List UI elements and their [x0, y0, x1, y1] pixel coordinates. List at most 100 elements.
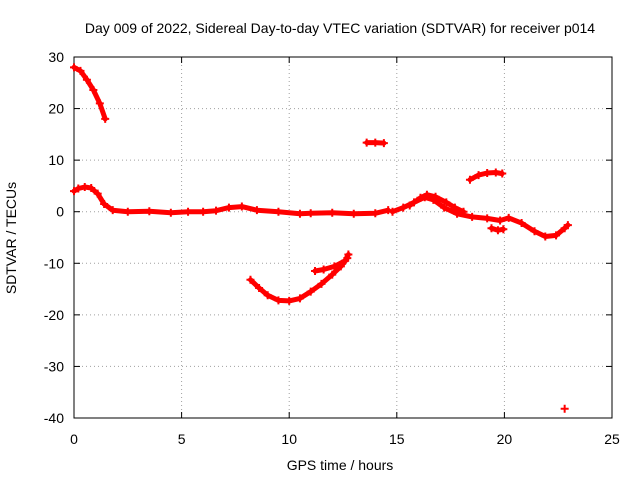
series-line [71, 64, 108, 122]
x-tick-label: 10 [281, 431, 297, 447]
data-point [70, 63, 78, 72]
data-point [108, 206, 117, 215]
data-point [263, 291, 272, 300]
x-tick-label: 15 [389, 431, 405, 447]
x-tick-label: 0 [70, 431, 78, 447]
x-axis-label: GPS time / hours [287, 457, 394, 473]
data-point [311, 267, 320, 276]
series-line [390, 194, 571, 239]
series-short-11 [311, 250, 353, 276]
y-tick-label: 30 [48, 49, 64, 65]
data-point [100, 199, 109, 208]
data-point [87, 183, 96, 192]
chart-title: Day 009 of 2022, Sidereal Day-to-day VTE… [85, 20, 595, 36]
data-point [101, 114, 110, 123]
data-point [95, 99, 104, 108]
data-point [379, 139, 388, 148]
data-point [93, 189, 102, 198]
data-point [416, 193, 425, 202]
data-point [306, 209, 315, 218]
series-arc-19 [465, 168, 507, 184]
data-point [440, 203, 449, 212]
data-point [274, 296, 283, 305]
data-point [405, 201, 414, 210]
x-tick-label: 20 [497, 431, 513, 447]
data-point [80, 182, 89, 191]
data-point [224, 203, 233, 212]
data-point [491, 168, 500, 177]
data-point [371, 209, 380, 218]
data-point [450, 203, 459, 212]
data-point [422, 190, 431, 199]
data-point [328, 208, 337, 217]
data-point [349, 209, 358, 218]
data-point [399, 203, 408, 212]
data-point [362, 138, 371, 147]
data-point [295, 209, 304, 218]
y-tick-label: -20 [44, 307, 64, 323]
data-point [442, 198, 451, 207]
data-point [82, 75, 91, 84]
data-point [465, 175, 474, 184]
data-point [493, 226, 502, 235]
y-axis-label: SDTVAR / TECUs [3, 182, 19, 294]
series-arc-low [246, 254, 352, 305]
data-point [563, 221, 572, 230]
data-point [341, 256, 350, 265]
data-point [295, 294, 304, 303]
data-point [252, 206, 261, 215]
series-early-descending [70, 63, 110, 123]
y-tick-label: 10 [48, 152, 64, 168]
series-isolated [560, 404, 569, 413]
data-point [431, 192, 440, 201]
data-point [541, 232, 550, 241]
data-point [89, 86, 98, 95]
data-point [328, 270, 337, 279]
data-point [498, 169, 507, 178]
tick-labels: 0 5 10 15 20 25 -40 -30 -20 -10 0 10 20 30 [44, 49, 620, 447]
data-point [74, 184, 83, 193]
series-baseline-a [70, 182, 393, 218]
y-tick-label: 20 [48, 101, 64, 117]
data-point [237, 202, 246, 211]
data-point [499, 225, 508, 234]
data-point [459, 207, 468, 216]
data-point [530, 227, 539, 236]
data-point [166, 208, 175, 217]
data-point [212, 206, 221, 215]
data-point [319, 265, 328, 274]
data-point [388, 207, 397, 216]
data-point [317, 279, 326, 288]
data-point [560, 404, 569, 413]
data-point [285, 296, 294, 305]
series-segment-14 [362, 138, 388, 148]
data-point [246, 275, 255, 284]
data-point [487, 224, 496, 233]
grid [74, 57, 612, 418]
y-tick-label: 0 [56, 204, 64, 220]
data-series [70, 63, 572, 413]
y-tick-label: -30 [44, 358, 64, 374]
data-point [371, 138, 380, 147]
x-tick-label: 5 [178, 431, 186, 447]
data-point [123, 207, 132, 216]
axis-ticks [73, 56, 613, 419]
series-line [71, 184, 391, 217]
data-point [255, 284, 264, 293]
data-point [274, 207, 283, 216]
data-point [306, 287, 315, 296]
data-point [145, 207, 154, 216]
data-point [474, 171, 483, 180]
series-bump-16 [405, 190, 468, 216]
data-point [468, 212, 477, 221]
data-point [483, 169, 492, 178]
plot-frame [73, 56, 613, 419]
data-point [483, 214, 492, 223]
data-point [504, 213, 513, 222]
y-tick-label: -10 [44, 255, 64, 271]
series-short-19.7 [487, 224, 508, 235]
data-point [70, 187, 78, 196]
data-point [199, 207, 208, 216]
x-tick-label: 25 [604, 431, 620, 447]
